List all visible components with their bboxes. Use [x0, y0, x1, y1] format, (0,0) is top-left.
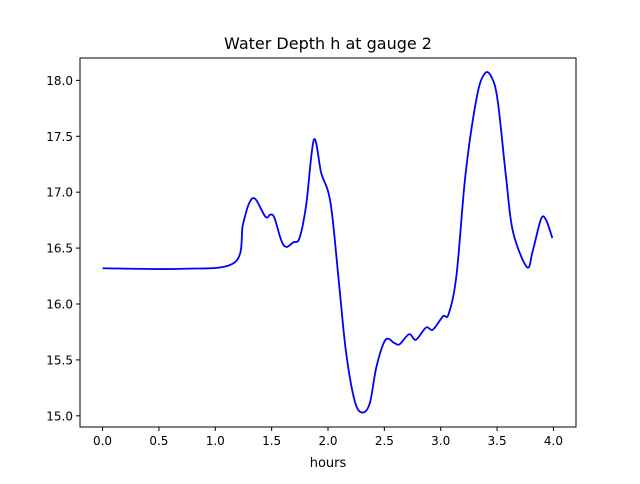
- x-tick-label: 1.0: [206, 434, 225, 448]
- y-tick-label: 18.0: [46, 74, 73, 88]
- series-line-h: [102, 71, 554, 414]
- x-tick-label: 1.5: [262, 434, 281, 448]
- x-tick-label: 4.0: [544, 434, 563, 448]
- x-tick-label: 3.0: [431, 434, 450, 448]
- x-axis-label: hours: [310, 456, 347, 471]
- x-tick-label: 3.5: [488, 434, 507, 448]
- y-tick-label: 15.0: [46, 409, 73, 423]
- y-tick-label: 16.5: [46, 242, 73, 256]
- x-tick-label: 2.5: [375, 434, 394, 448]
- x-tick-label: 0.5: [149, 434, 168, 448]
- y-tick-label: 17.5: [46, 130, 73, 144]
- y-tick-label: 16.0: [46, 298, 73, 312]
- x-tick-label: 2.0: [318, 434, 337, 448]
- x-tick-label: 0.0: [93, 434, 112, 448]
- y-tick-label: 15.5: [46, 353, 73, 367]
- y-tick-label: 17.0: [46, 186, 73, 200]
- chart-title: Water Depth h at gauge 2: [224, 34, 432, 53]
